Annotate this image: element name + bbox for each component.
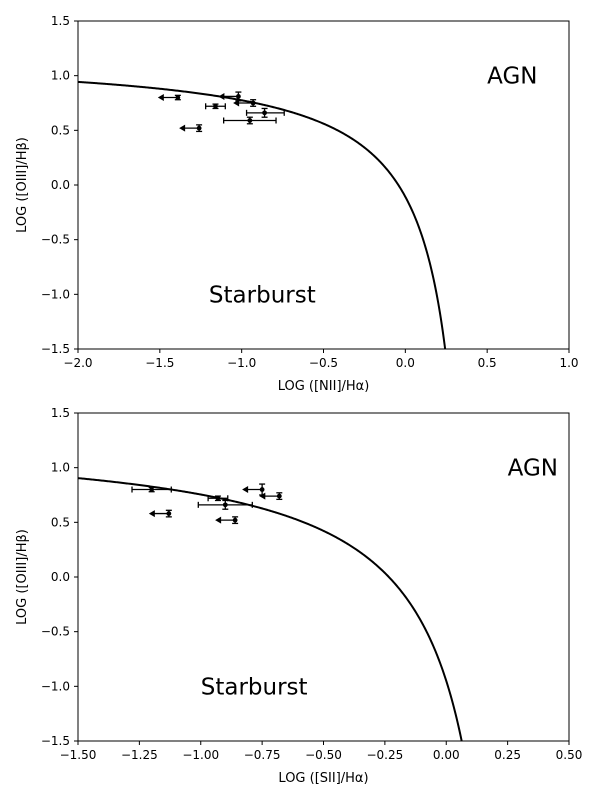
- data-point: [215, 516, 239, 525]
- x-tick-label: 0.25: [494, 748, 521, 762]
- x-tick-label: −1.50: [60, 748, 97, 762]
- data-marker: [247, 118, 253, 123]
- data-marker: [259, 487, 265, 492]
- upper-limit-arrow-head: [218, 92, 225, 100]
- agn-region-label: AGN: [487, 64, 537, 90]
- y-tick-label: 1.5: [51, 406, 70, 420]
- y-tick-label: 1.0: [51, 461, 70, 475]
- data-point: [157, 94, 181, 102]
- x-tick-label: −0.5: [309, 356, 338, 370]
- plot-frame: [77, 412, 570, 742]
- x-tick-label: −1.00: [182, 748, 219, 762]
- y-tick-label: 1.0: [51, 69, 70, 83]
- data-point: [233, 99, 257, 107]
- x-tick-label: 1.0: [559, 356, 578, 370]
- starburst-region-label: Starburst: [201, 674, 308, 700]
- y-tick-label: −0.5: [41, 233, 70, 247]
- data-marker: [149, 487, 155, 492]
- x-tick-label: 0.5: [478, 356, 497, 370]
- data-marker: [213, 103, 218, 109]
- data-point: [205, 103, 226, 110]
- y-tick-label: 0.5: [51, 515, 70, 529]
- y-tick-label: −1.0: [41, 679, 70, 693]
- x-tick-label: −1.0: [227, 356, 256, 370]
- y-tick-label: 0.5: [51, 123, 70, 137]
- x-tick-label: 0.00: [433, 748, 460, 762]
- upper-limit-arrow-head: [148, 510, 155, 518]
- data-point: [223, 116, 277, 125]
- data-point: [197, 499, 253, 510]
- data-marker: [250, 100, 256, 106]
- x-tick-label: −0.75: [244, 748, 281, 762]
- data-marker: [262, 110, 267, 116]
- x-tick-label: −1.5: [145, 356, 174, 370]
- data-marker: [215, 495, 221, 501]
- upper-limit-arrow-head: [157, 94, 164, 102]
- y-axis-label: LOG ([OIII]/Hβ): [15, 529, 30, 625]
- data-point: [218, 91, 242, 102]
- x-axis-label: LOG ([NII]/Hα): [278, 379, 370, 394]
- y-tick-label: 0.0: [51, 178, 70, 192]
- y-tick-label: −1.5: [41, 342, 70, 356]
- data-marker: [232, 517, 238, 523]
- data-point: [179, 124, 203, 133]
- data-point: [148, 509, 172, 518]
- y-axis-label: LOG ([OIII]/Hβ): [15, 137, 30, 233]
- data-point: [207, 495, 229, 502]
- y-tick-label: −0.5: [41, 625, 70, 639]
- upper-limit-arrow-head: [179, 124, 186, 132]
- nii-ha-panel: −2.0 −1.5 −1.0 −0.5 0.0 0.5 1.0−1.5−1.0−0.50.0…: [15, 14, 579, 394]
- data-marker: [175, 95, 181, 100]
- data-point: [259, 492, 283, 501]
- y-tick-label: 0.0: [51, 570, 70, 584]
- x-axis-label: LOG ([SII]/Hα): [278, 771, 368, 786]
- upper-limit-arrow-head: [233, 99, 240, 107]
- data-marker: [166, 511, 172, 516]
- data-point: [242, 483, 266, 496]
- x-tick-label: −0.50: [305, 748, 342, 762]
- data-point: [245, 107, 285, 118]
- agn-region-label: AGN: [508, 456, 558, 482]
- data-marker: [235, 94, 241, 99]
- y-tick-label: −1.0: [41, 287, 70, 301]
- upper-limit-arrow-head: [215, 516, 222, 524]
- upper-limit-arrow-head: [259, 492, 266, 500]
- x-tick-label: 0.50: [556, 748, 583, 762]
- data-marker: [276, 493, 282, 499]
- demarcation-curve: [78, 477, 463, 741]
- data-marker: [196, 125, 202, 131]
- x-tick-label: −2.0: [63, 356, 92, 370]
- demarcation-curve: [78, 80, 447, 349]
- upper-limit-arrow-head: [242, 486, 249, 494]
- y-tick-label: 1.5: [51, 14, 70, 28]
- x-tick-label: 0.0: [396, 356, 415, 370]
- data-point: [131, 486, 172, 493]
- sii-ha-panel: −1.50 −1.25 −1.00 −0.75 −0.50 −0.25 0.00 0.25 0.…: [15, 406, 582, 786]
- starburst-region-label: Starburst: [209, 282, 316, 308]
- x-tick-label: −1.25: [121, 748, 158, 762]
- x-tick-label: −0.25: [366, 748, 403, 762]
- data-marker: [222, 502, 228, 508]
- y-tick-label: −1.5: [41, 734, 70, 748]
